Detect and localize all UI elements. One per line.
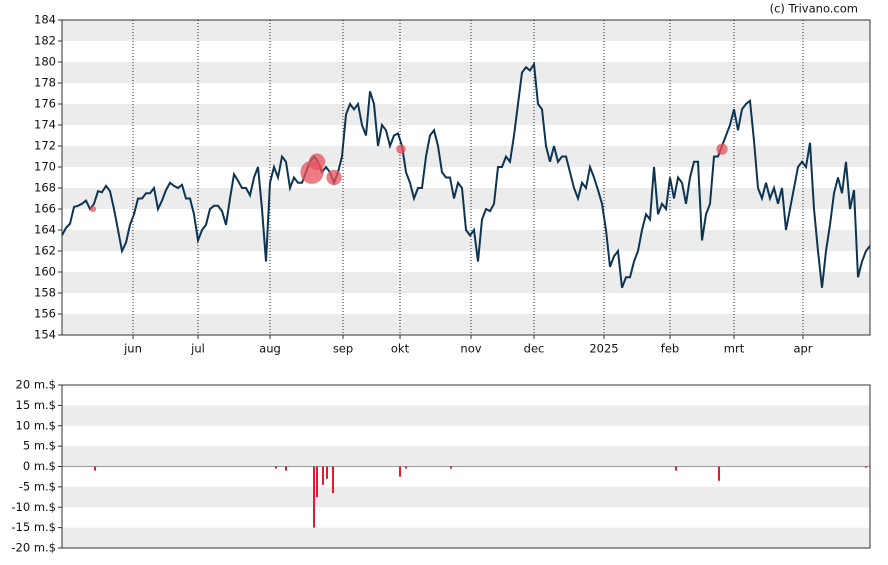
y-tick-label: 168 [34, 181, 56, 195]
y-tick-label: -15 m.$ [11, 520, 56, 534]
x-tick-label: dec [524, 342, 545, 356]
grid-band [62, 527, 870, 548]
x-tick-label: feb [661, 342, 679, 356]
x-tick-label: nov [460, 342, 481, 356]
x-tick-label: okt [391, 342, 410, 356]
y-tick-label: 5 m.$ [23, 439, 56, 453]
bar [450, 466, 452, 469]
y-tick-label: 184 [34, 13, 56, 27]
y-tick-label: 10 m.$ [16, 418, 56, 432]
y-tick-label: -10 m.$ [11, 500, 56, 514]
y-tick-label: 174 [34, 118, 56, 132]
grid-band [62, 405, 870, 426]
y-tick-label: 178 [34, 76, 56, 90]
trade-bubble [396, 144, 406, 154]
bar [405, 466, 407, 469]
x-tick-label: mrt [724, 342, 745, 356]
grid-band [62, 446, 870, 467]
price-line [61, 61, 871, 289]
y-tick-label: 182 [34, 34, 56, 48]
bar [326, 466, 328, 479]
grid-band [62, 314, 870, 335]
y-tick-label: 170 [34, 160, 56, 174]
grid-band [62, 486, 870, 508]
bar [285, 466, 287, 471]
y-tick-label: 15 m.$ [16, 398, 56, 412]
y-tick-label: 156 [34, 307, 56, 321]
y-tick-label: 158 [34, 286, 56, 300]
bar [865, 466, 867, 468]
bar [94, 466, 96, 471]
y-tick-label: 164 [34, 223, 56, 237]
bar [316, 466, 318, 498]
grid-band [62, 272, 870, 293]
x-tick-label: jul [190, 342, 205, 356]
grid-band [62, 104, 870, 125]
grid-band [62, 146, 870, 167]
y-tick-label: 20 m.$ [16, 378, 56, 392]
y-tick-label: 162 [34, 244, 56, 258]
y-tick-label: 176 [34, 97, 56, 111]
trade-bubble [716, 143, 728, 155]
plot-frame [61, 384, 871, 549]
x-tick-label: apr [793, 342, 812, 356]
y-tick-label: 154 [34, 328, 56, 342]
bar [313, 466, 315, 528]
bar [399, 466, 401, 477]
y-tick-label: 0 m.$ [23, 459, 56, 473]
bar [675, 466, 677, 471]
x-tick-label: aug [259, 342, 281, 356]
trade-bubble [90, 206, 96, 212]
x-tick-label: sep [333, 342, 353, 356]
grid-band [62, 62, 870, 83]
y-tick-label: 166 [34, 202, 56, 216]
trade-bubble [326, 169, 342, 186]
plot-frame [61, 19, 871, 336]
bar [332, 466, 334, 493]
y-tick-label: -20 m.$ [11, 541, 56, 555]
bar [275, 466, 277, 469]
x-tick-label: 2025 [589, 342, 618, 356]
y-tick-label: -5 m.$ [19, 479, 56, 493]
grid-band [62, 230, 870, 251]
grid-band [62, 20, 870, 41]
y-tick-label: 160 [34, 265, 56, 279]
y-tick-label: 172 [34, 139, 56, 153]
x-tick-label: jun [123, 342, 142, 356]
source: (c) Trivano.com [770, 2, 858, 16]
trade-bubble [308, 153, 326, 170]
bar [322, 466, 324, 485]
bar [718, 466, 720, 481]
y-tick-label: 180 [34, 55, 56, 69]
